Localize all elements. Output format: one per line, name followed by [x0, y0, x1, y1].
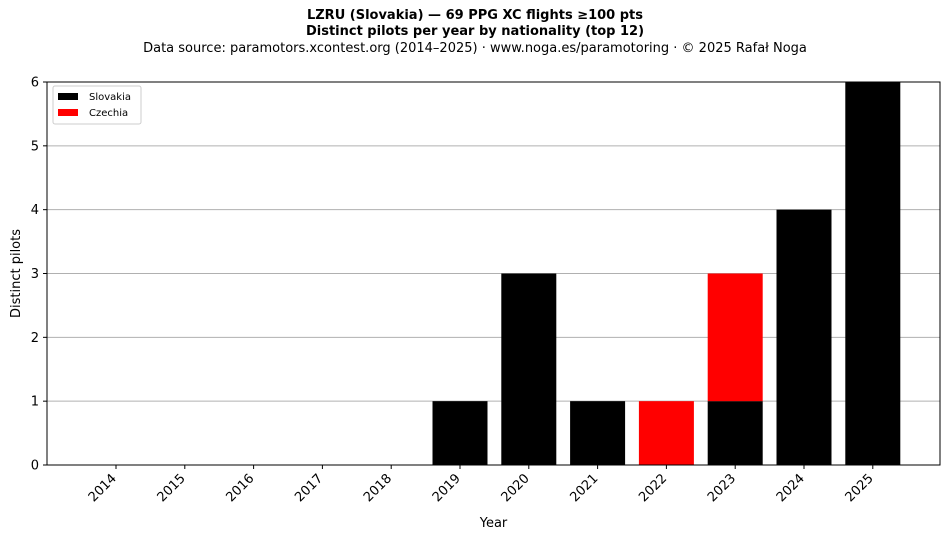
x-tick-label: 2015 [155, 471, 189, 505]
legend-swatch-czechia [58, 109, 78, 116]
x-tick-label: 2022 [636, 471, 670, 505]
y-tick-label: 6 [31, 76, 39, 91]
chart-title-line-2: Distinct pilots per year by nationality … [305, 24, 645, 39]
bar-slovakia-2023 [707, 401, 763, 465]
bar-czechia-2022 [638, 401, 694, 465]
bar-czechia-2023 [707, 273, 763, 402]
y-axis-label: Distinct pilots [9, 229, 24, 318]
y-tick-label: 1 [31, 395, 39, 410]
legend-label-czechia: Czechia [89, 108, 128, 119]
chart-subtitle: Data source: paramotors.xcontest.org (20… [143, 41, 807, 56]
legend-swatch-slovakia [58, 93, 78, 100]
y-axis-ticks: 0 1 2 3 4 5 6 [31, 76, 47, 474]
y-tick-label: 2 [31, 331, 39, 346]
bar-slovakia-2024 [776, 209, 832, 465]
x-tick-label: 2023 [705, 471, 739, 505]
legend-label-slovakia: Slovakia [89, 92, 131, 103]
bar-slovakia-2020 [501, 273, 557, 465]
bar-slovakia-2025 [845, 82, 901, 465]
y-tick-label: 4 [31, 203, 39, 218]
bars-group [432, 82, 901, 465]
x-tick-label: 2024 [774, 471, 808, 505]
x-tick-label: 2018 [361, 471, 395, 505]
bar-slovakia-2021 [570, 401, 626, 465]
x-tick-label: 2019 [430, 471, 464, 505]
bar-slovakia-2019 [432, 401, 488, 465]
y-tick-label: 5 [31, 139, 39, 154]
x-tick-label: 2020 [499, 471, 533, 505]
x-tick-label: 2025 [843, 471, 877, 505]
x-axis-label: Year [479, 516, 508, 531]
x-tick-label: 2017 [292, 471, 326, 505]
x-tick-label: 2016 [223, 471, 257, 505]
y-tick-label: 0 [31, 459, 39, 474]
x-tick-label: 2014 [86, 471, 120, 505]
chart-title-block: LZRU (Slovakia) — 69 PPG XC flights ≥100… [0, 8, 950, 58]
legend: Slovakia Czechia [52, 85, 142, 125]
y-tick-label: 3 [31, 267, 39, 282]
chart-title-line-1: LZRU (Slovakia) — 69 PPG XC flights ≥100… [306, 8, 644, 23]
x-tick-label: 2021 [567, 471, 601, 505]
x-axis-ticks: 2014 2015 2016 2017 2018 2019 2020 2021 2022 2023… [86, 465, 877, 505]
